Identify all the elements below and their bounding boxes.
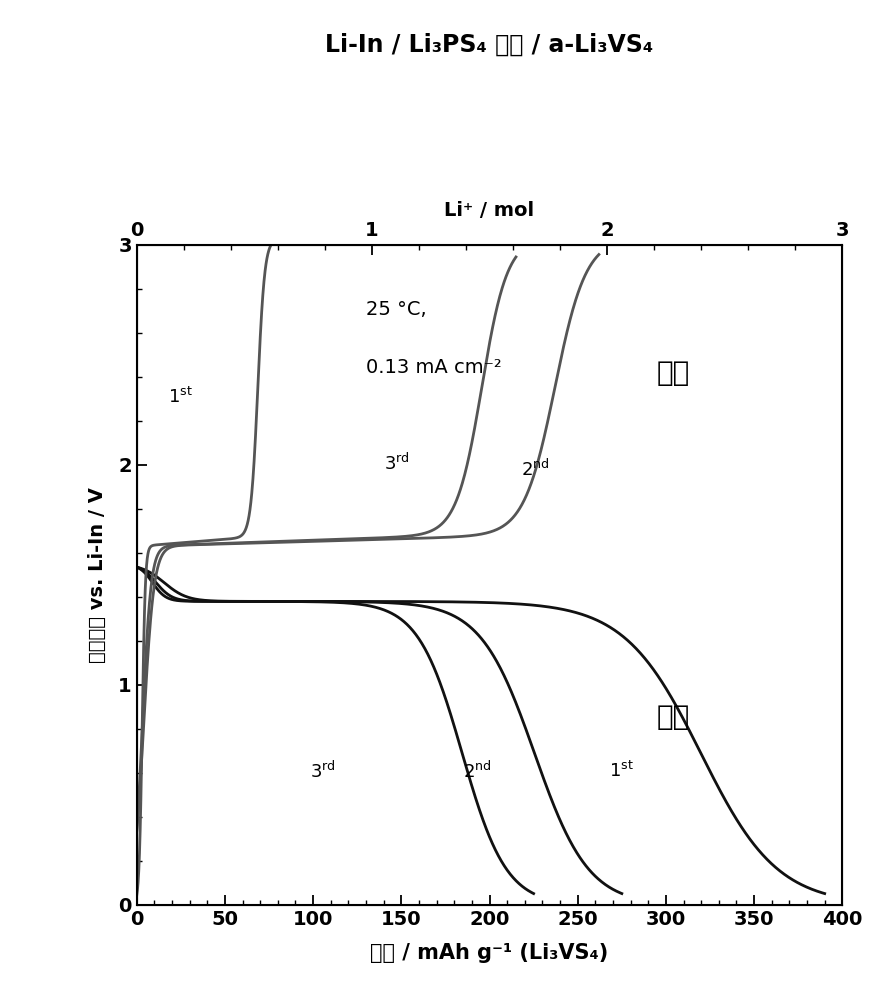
Text: 0.13 mA cm⁻²: 0.13 mA cm⁻² [366,358,502,377]
X-axis label: Li⁺ / mol: Li⁺ / mol [445,201,534,220]
Text: 3$^{\rm rd}$: 3$^{\rm rd}$ [310,760,335,781]
Text: 充电: 充电 [657,359,691,387]
Text: 25 °C,: 25 °C, [366,300,427,319]
Text: 2$^{\rm nd}$: 2$^{\rm nd}$ [521,459,549,480]
Y-axis label: 电池电压 vs. Li-In / V: 电池电压 vs. Li-In / V [88,487,107,663]
Text: 放电: 放电 [657,703,691,731]
X-axis label: 容量 / mAh g⁻¹ (Li₃VS₄): 容量 / mAh g⁻¹ (Li₃VS₄) [370,943,609,963]
Text: 1$^{\rm st}$: 1$^{\rm st}$ [168,387,193,407]
Text: 1$^{\rm st}$: 1$^{\rm st}$ [609,761,634,781]
Text: Li-In / Li₃PS₄ 玻璃 / a-Li₃VS₄: Li-In / Li₃PS₄ 玻璃 / a-Li₃VS₄ [325,33,654,57]
Text: 2$^{\rm nd}$: 2$^{\rm nd}$ [463,760,491,781]
Text: 3$^{\rm rd}$: 3$^{\rm rd}$ [384,452,409,473]
